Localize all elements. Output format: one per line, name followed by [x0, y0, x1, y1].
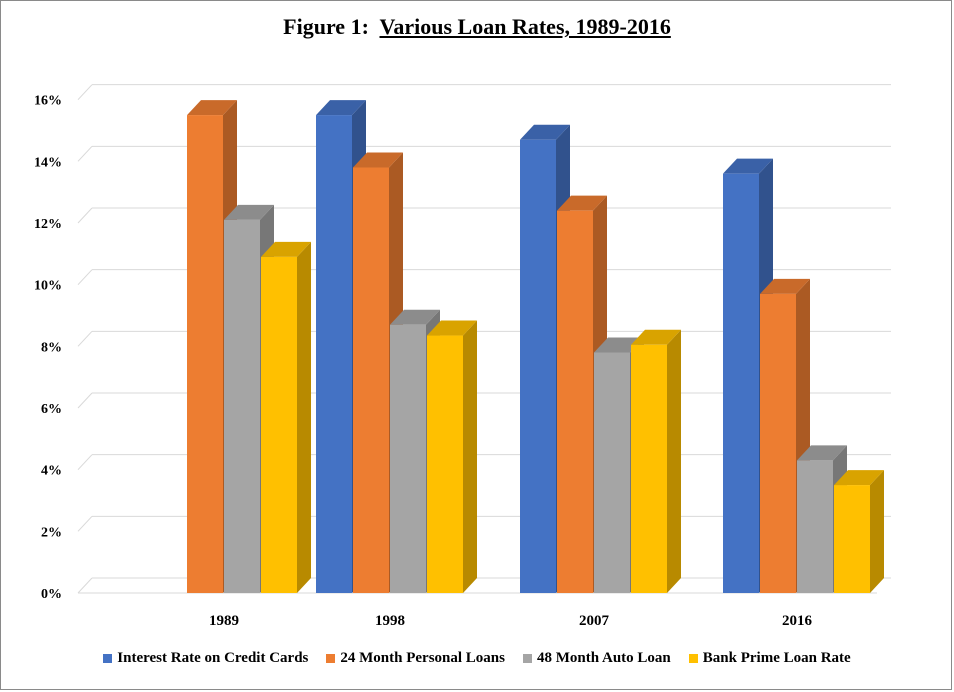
- bar-top: [187, 100, 237, 116]
- bar-top: [520, 124, 570, 140]
- x-tick-label: 2007: [579, 613, 610, 629]
- y-tick-label: 4%: [41, 464, 62, 479]
- x-tick-label: 1998: [375, 613, 405, 629]
- legend-label: 48 Month Auto Loan: [537, 650, 671, 666]
- gridline-depth: [77, 145, 93, 162]
- bar-front: [760, 293, 796, 593]
- gridline-depth: [77, 454, 93, 471]
- legend-swatch: [523, 654, 532, 663]
- legend-label: Bank Prime Loan Rate: [702, 650, 851, 666]
- bar-front: [353, 167, 389, 593]
- bar-front: [261, 256, 297, 593]
- bar-front: [187, 115, 223, 593]
- title-main: Various Loan Rates, 1989-2016: [379, 14, 671, 39]
- bar: [427, 320, 477, 593]
- bar-side: [463, 320, 477, 593]
- legend-label: Interest Rate on Credit Cards: [117, 650, 309, 666]
- y-tick-label: 0%: [41, 587, 62, 602]
- bar-front: [797, 460, 833, 593]
- gridline-depth: [77, 330, 93, 347]
- bar: [834, 470, 884, 593]
- bar-top: [557, 195, 607, 211]
- legend-swatch: [688, 654, 698, 663]
- bar-front: [224, 219, 260, 593]
- legend-item: Interest Rate on Credit Cards: [103, 650, 308, 667]
- bar-top: [834, 470, 884, 486]
- gridline-depth: [77, 207, 93, 224]
- bar-side: [870, 470, 884, 593]
- x-tick-label: 2016: [782, 613, 813, 629]
- legend-item: 48 Month Auto Loan: [523, 650, 671, 667]
- title-prefix: Figure 1:: [283, 14, 369, 39]
- bar-front: [594, 352, 630, 593]
- bar-front: [834, 485, 870, 593]
- chart-title: Figure 1: Various Loan Rates, 1989-2016: [0, 14, 954, 40]
- bar: [261, 241, 311, 593]
- x-tick-label: 1989: [209, 613, 239, 629]
- legend-swatch: [103, 654, 113, 663]
- bar-top: [760, 278, 810, 294]
- bar-front: [316, 115, 352, 593]
- gridline-depth: [77, 515, 93, 532]
- bar-front: [390, 324, 426, 593]
- y-tick-label: 8%: [41, 340, 62, 355]
- bar-top: [723, 158, 773, 174]
- legend-swatch: [326, 654, 336, 663]
- bar-front: [631, 344, 667, 593]
- bar-front: [557, 210, 593, 593]
- bar-front: [520, 139, 556, 593]
- bar-top: [316, 100, 366, 116]
- bar-top: [353, 152, 403, 168]
- bar-side: [297, 241, 311, 593]
- y-tick-label: 12%: [34, 217, 62, 232]
- bar-side: [667, 329, 681, 593]
- bar-top: [631, 329, 681, 345]
- bar-top: [261, 241, 311, 257]
- bar: [631, 329, 681, 593]
- gridline-depth: [77, 392, 93, 409]
- y-tick-label: 10%: [34, 279, 62, 294]
- legend-item: Bank Prime Loan Rate: [688, 650, 851, 667]
- legend: Interest Rate on Credit Cards 24 Month Pe…: [0, 650, 954, 667]
- bar-top: [390, 309, 440, 325]
- legend-label: 24 Month Personal Loans: [340, 650, 505, 666]
- bar-front: [723, 173, 759, 593]
- y-tick-label: 16%: [34, 94, 62, 109]
- legend-item: 24 Month Personal Loans: [326, 650, 505, 667]
- y-tick-label: 2%: [41, 525, 62, 540]
- y-tick-label: 14%: [34, 155, 62, 170]
- gridline-depth: [77, 269, 93, 286]
- bar-top: [224, 204, 274, 220]
- gridline-depth: [77, 84, 93, 101]
- bar-top: [797, 445, 847, 461]
- bar-top: [427, 320, 477, 336]
- gridline-depth: [77, 577, 93, 594]
- y-tick-label: 6%: [41, 402, 62, 417]
- bar-front: [427, 335, 463, 593]
